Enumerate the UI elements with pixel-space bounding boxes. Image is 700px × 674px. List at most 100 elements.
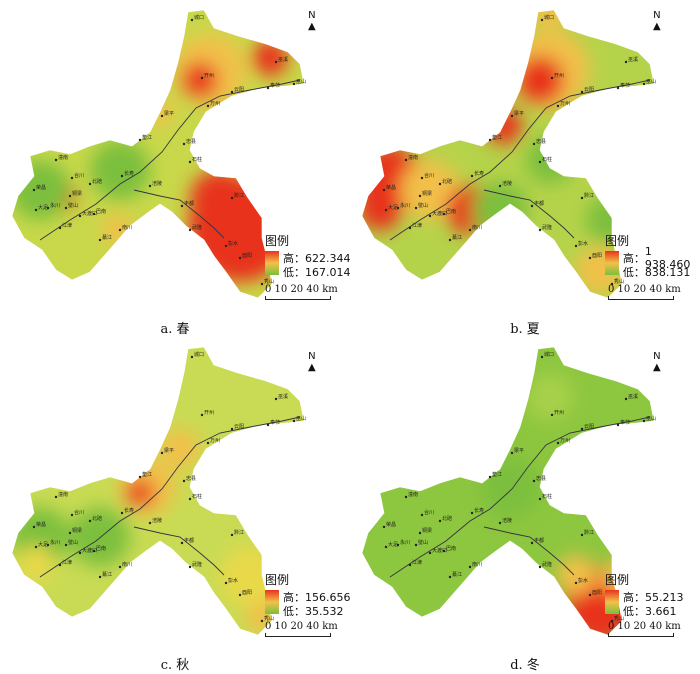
city-marker bbox=[70, 513, 74, 517]
city-marker bbox=[532, 479, 536, 483]
city-marker bbox=[384, 545, 388, 549]
city-marker bbox=[442, 212, 446, 216]
map-panel-autumn: 城口 巫溪 开州 云阳 奉节 巫山 万州 梁平 垫江 忠县 石柱 潼南 合川 北碚 长寿 涪陵 丰都 永川 荣昌 大足… bbox=[0, 337, 351, 674]
city-label: 巫溪 bbox=[628, 393, 638, 400]
city-label: 万州 bbox=[560, 101, 570, 107]
city-marker bbox=[556, 441, 560, 445]
city-marker bbox=[470, 511, 474, 515]
legend-low-value: 167.014 bbox=[305, 265, 351, 279]
legend-low-value: 35.532 bbox=[305, 604, 344, 618]
city-marker bbox=[588, 593, 592, 597]
city-label: 璧山 bbox=[418, 539, 428, 546]
city-label: 长寿 bbox=[474, 170, 484, 177]
heat-blob bbox=[18, 545, 54, 581]
city-label: 大渡口 bbox=[432, 210, 447, 217]
city-marker bbox=[98, 238, 102, 242]
city-marker bbox=[230, 533, 234, 537]
city-label: 永川 bbox=[50, 539, 60, 546]
city-label: 垫江 bbox=[142, 471, 152, 478]
city-marker bbox=[188, 497, 192, 501]
city-label: 城口 bbox=[194, 351, 204, 358]
boundary bbox=[361, 9, 655, 299]
city-marker bbox=[98, 575, 102, 579]
city-marker bbox=[120, 511, 124, 515]
city-marker bbox=[488, 138, 492, 142]
city-marker bbox=[382, 188, 386, 192]
city-label: 梁平 bbox=[514, 447, 524, 454]
city-marker bbox=[292, 419, 296, 423]
city-label: 北碚 bbox=[92, 178, 102, 185]
city-marker bbox=[70, 176, 74, 180]
city-marker bbox=[580, 196, 584, 200]
city-marker bbox=[138, 138, 142, 142]
city-label: 北碚 bbox=[442, 515, 452, 522]
scale-bar: 0 10 20 40 km bbox=[608, 621, 681, 637]
city-label: 石柱 bbox=[192, 493, 202, 500]
city-marker bbox=[498, 184, 502, 188]
city-label: 垫江 bbox=[492, 471, 502, 478]
city-label: 云阳 bbox=[584, 86, 594, 93]
city-label: 梁平 bbox=[514, 110, 524, 117]
city-marker bbox=[182, 479, 186, 483]
city-marker bbox=[118, 565, 122, 569]
city-marker bbox=[160, 114, 164, 118]
city-label: 潼南 bbox=[408, 154, 418, 161]
city-marker bbox=[200, 413, 204, 417]
city-marker bbox=[190, 18, 194, 22]
city-marker bbox=[68, 194, 72, 198]
city-marker bbox=[54, 495, 58, 499]
city-label: 铜梁 bbox=[72, 190, 82, 197]
city-label: 江津 bbox=[412, 559, 422, 566]
north-arrow: N ▲ bbox=[653, 10, 661, 32]
city-label: 涪陵 bbox=[502, 180, 512, 187]
city-label: 南川 bbox=[472, 561, 482, 568]
city-label: 璧山 bbox=[418, 202, 428, 209]
city-marker bbox=[68, 531, 72, 535]
city-label: 璧山 bbox=[68, 202, 78, 209]
city-label: 石柱 bbox=[542, 493, 552, 500]
city-label: 巫山 bbox=[646, 415, 656, 422]
city-marker bbox=[58, 563, 62, 567]
city-label: 石柱 bbox=[192, 156, 202, 163]
city-marker bbox=[64, 543, 68, 547]
city-marker bbox=[580, 427, 584, 431]
city-label: 丰都 bbox=[534, 200, 544, 207]
city-marker bbox=[468, 565, 472, 569]
city-marker bbox=[238, 593, 242, 597]
city-label: 忠县 bbox=[536, 476, 546, 482]
legend-high-value: 622.344 bbox=[305, 251, 351, 265]
city-label: 黔江 bbox=[584, 192, 594, 199]
scale-bar: 0 10 20 40 km bbox=[265, 284, 338, 300]
city-label: 酉阳 bbox=[242, 252, 252, 259]
city-marker bbox=[428, 551, 432, 555]
city-marker bbox=[538, 160, 542, 164]
city-marker bbox=[92, 212, 96, 216]
legend: 图例 高： 156.656 低： 35.532 bbox=[265, 573, 351, 618]
city-label: 城口 bbox=[544, 14, 554, 21]
city-label: 大足 bbox=[38, 541, 48, 548]
city-label: 垫江 bbox=[142, 134, 152, 141]
heat-blob bbox=[160, 429, 200, 469]
city-marker bbox=[160, 451, 164, 455]
city-label: 合川 bbox=[74, 172, 84, 179]
city-marker bbox=[588, 256, 592, 260]
city-label: 丰都 bbox=[534, 537, 544, 544]
city-marker bbox=[206, 441, 210, 445]
city-label: 梁平 bbox=[164, 447, 174, 454]
city-marker bbox=[224, 581, 228, 585]
city-marker bbox=[64, 206, 68, 210]
city-marker bbox=[488, 475, 492, 479]
city-label: 万州 bbox=[560, 438, 570, 444]
city-label: 云阳 bbox=[234, 86, 244, 93]
city-label: 大足 bbox=[38, 204, 48, 211]
city-label: 秀山 bbox=[614, 278, 624, 285]
city-label: 北碚 bbox=[92, 515, 102, 522]
city-marker bbox=[32, 188, 36, 192]
city-label: 永川 bbox=[50, 202, 60, 209]
city-label: 酉阳 bbox=[592, 252, 602, 259]
city-label: 巫山 bbox=[296, 78, 306, 85]
legend-high-value: 55.213 bbox=[645, 590, 684, 604]
city-label: 涪陵 bbox=[502, 517, 512, 524]
heat-blob bbox=[90, 140, 150, 200]
